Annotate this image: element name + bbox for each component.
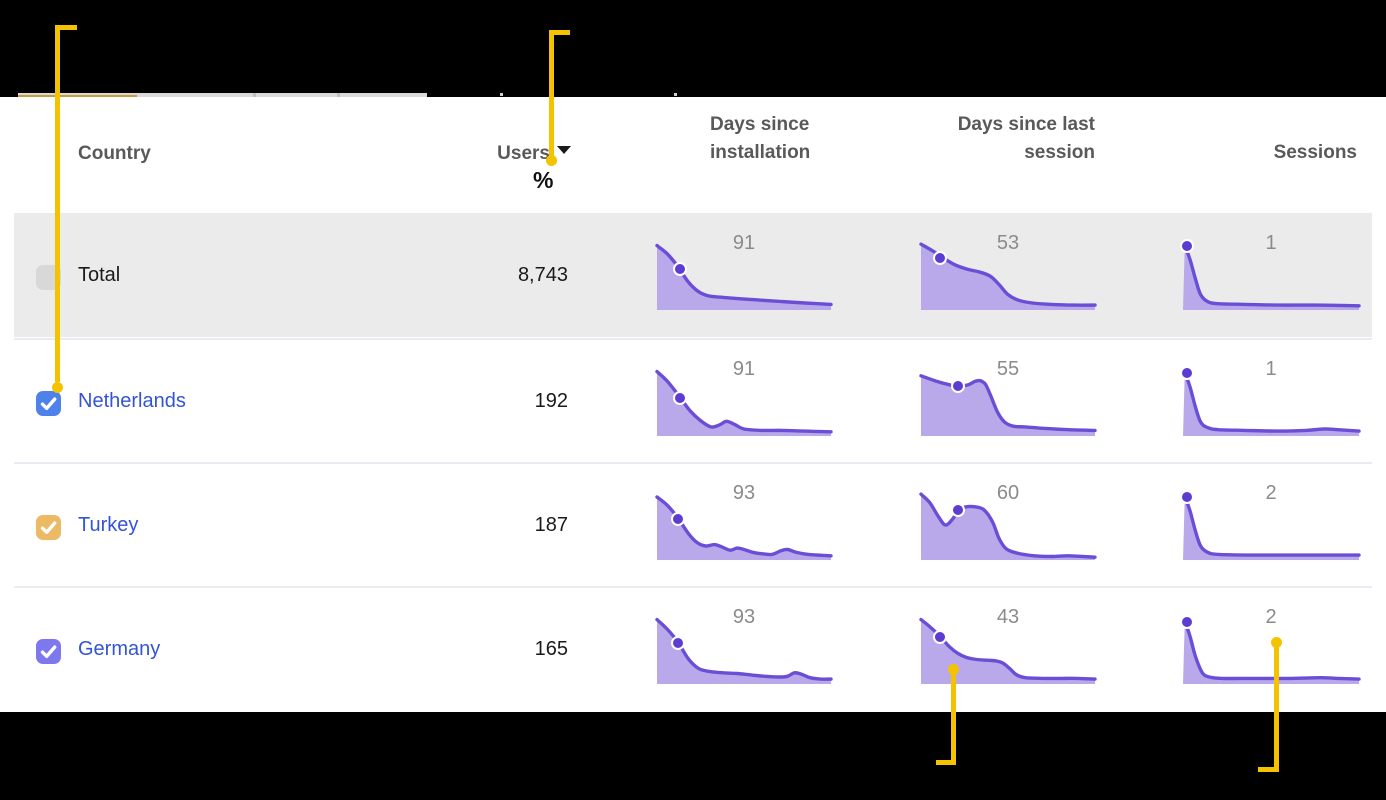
country-link-netherlands[interactable]: Netherlands: [78, 390, 186, 412]
column-header-days-since-installation[interactable]: Days since installation: [710, 114, 811, 163]
chart-value: 91: [732, 232, 756, 254]
sparkline-area: [1179, 490, 1359, 560]
users-value: 165: [534, 638, 568, 660]
turkey-days_since_last_session-sparkline: 60: [921, 482, 1095, 560]
callout-dot: [948, 664, 959, 675]
check-icon: [40, 521, 57, 534]
column-header-country[interactable]: Country: [78, 143, 151, 164]
country-row-netherlands: Netherlands 192 91 55 1: [0, 339, 1386, 463]
callout-line: [951, 670, 956, 765]
turkey-days_since_installation-sparkline: 93: [657, 482, 831, 560]
chart-value: 53: [996, 232, 1020, 254]
country-row-germany: Germany 165 93 43 2: [0, 587, 1386, 711]
sparkline-marker-dot: [670, 511, 685, 526]
sparkline-area: [921, 240, 1095, 310]
chart-value: 93: [732, 606, 756, 628]
sparkline-marker-dot: [670, 635, 685, 650]
callout-line: [1274, 643, 1279, 772]
cropped-tab-divider: [337, 93, 340, 97]
germany-sessions-sparkline: 2: [1179, 606, 1359, 684]
chart-value: 1: [1265, 358, 1277, 380]
chart-value: 2: [1265, 482, 1277, 504]
sparkline-marker-dot: [1179, 366, 1194, 380]
total-label: Total: [78, 264, 121, 286]
sparkline-marker-dot: [950, 379, 965, 394]
sparkline-marker-dot: [1179, 614, 1194, 629]
cropped-tab-bar: [18, 93, 427, 97]
cropped-ui-sliver: [500, 93, 503, 96]
sort-desc-arrow-icon[interactable]: [557, 146, 571, 154]
sparkline-area: [921, 366, 1095, 436]
callout-line: [549, 30, 554, 156]
sparkline-area: [657, 240, 831, 310]
netherlands-days_since_last_session-sparkline: 55: [921, 358, 1095, 436]
germany-days_since_installation-sparkline: 93: [657, 606, 831, 684]
cropped-tab-active-underline: [18, 95, 137, 97]
sparkline-marker-dot: [933, 250, 948, 265]
chart-value: 43: [996, 606, 1020, 628]
callout-line: [55, 25, 77, 30]
country-link-germany[interactable]: Germany: [78, 638, 161, 660]
column-header-sessions[interactable]: Sessions: [1273, 142, 1357, 163]
report-table-card: Country Users % Days since installation …: [0, 93, 1386, 712]
chart-value: 60: [996, 482, 1020, 504]
column-header-users[interactable]: Users: [497, 143, 550, 164]
check-icon: [40, 645, 57, 658]
sparkline-area: [657, 490, 831, 560]
sparkline-area: [657, 366, 831, 436]
callout-line: [1258, 767, 1279, 772]
cropped-tab-divider: [253, 93, 256, 97]
callout-dot: [1271, 637, 1282, 648]
sparkline-area: [1179, 239, 1359, 310]
total-days_since_last_session-sparkline: 53: [921, 232, 1095, 310]
chart-value: 1: [1265, 232, 1277, 254]
chart-value: 55: [996, 358, 1020, 380]
sparkline-marker-dot: [933, 630, 948, 645]
column-header-days-since-last-session[interactable]: Days since last session: [957, 114, 1095, 163]
callout-line: [936, 760, 956, 765]
callout-dot: [52, 382, 63, 393]
users-value: 8,743: [517, 264, 568, 286]
chart-value: 93: [732, 482, 756, 504]
sparkline-marker-dot: [951, 502, 966, 517]
country-row-turkey: Turkey 187 93 60 2: [0, 463, 1386, 587]
row-separator: [14, 462, 1372, 464]
total-sessions-sparkline: 1: [1179, 232, 1359, 310]
turkey-sessions-sparkline: 2: [1179, 482, 1359, 560]
row-separator: [14, 586, 1372, 588]
checkbox-netherlands[interactable]: [36, 391, 61, 416]
sparkline-marker-dot: [672, 261, 687, 276]
netherlands-sessions-sparkline: 1: [1179, 358, 1359, 436]
country-link-turkey[interactable]: Turkey: [78, 514, 139, 536]
check-icon: [40, 397, 57, 410]
users-value: 187: [534, 514, 568, 536]
checkbox-turkey[interactable]: [36, 515, 61, 540]
sparkline-marker-dot: [1179, 239, 1194, 254]
sparkline-area: [1179, 614, 1359, 684]
total-row: Total 8,743 91 53 1: [0, 213, 1386, 337]
cropped-ui-sliver: [674, 93, 677, 96]
sparkline-area: [1179, 366, 1359, 436]
sparkline-marker-dot: [672, 390, 687, 405]
netherlands-days_since_installation-sparkline: 91: [657, 358, 831, 436]
callout-line: [55, 25, 60, 382]
sparkline-marker-dot: [1179, 490, 1194, 504]
sparkline-area: [657, 614, 831, 684]
checkbox-germany[interactable]: [36, 639, 61, 664]
sparkline-area: [921, 614, 1095, 684]
chart-value: 2: [1265, 606, 1277, 628]
total-days_since_installation-sparkline: 91: [657, 232, 831, 310]
users-value: 192: [534, 390, 568, 412]
chart-value: 91: [732, 358, 756, 380]
users-percent-toggle[interactable]: %: [533, 167, 554, 193]
callout-line: [549, 30, 570, 35]
germany-days_since_last_session-sparkline: 43: [921, 606, 1095, 684]
row-separator: [14, 338, 1372, 340]
sparkline-area: [921, 490, 1095, 560]
callout-dot: [546, 155, 557, 166]
